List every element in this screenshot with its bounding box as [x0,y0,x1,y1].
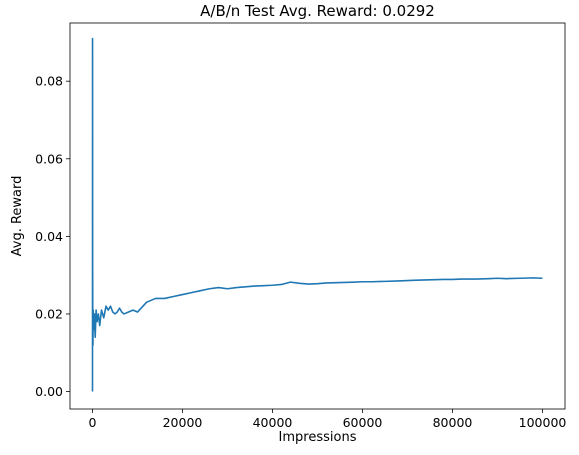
plot-frame [69,22,566,410]
y-tick-label: 0.08 [35,74,63,89]
y-axis-label: Avg. Reward [10,176,25,257]
chart-title: A/B/n Test Avg. Reward: 0.0292 [200,2,435,20]
y-tick-label: 0.04 [35,229,63,244]
x-tick-label: 80000 [433,415,473,430]
series-layer [91,37,543,392]
y-tick-label: 0.02 [35,306,63,321]
x-tick-label: 100000 [519,415,567,430]
y-tick-label: 0.06 [35,151,63,166]
x-tick-label: 60000 [343,415,383,430]
x-axis-label: Impressions [279,430,357,445]
x-tick-label: 20000 [163,415,203,430]
x-tick-label: 40000 [253,415,293,430]
x-axis: 0 20000 40000 60000 80000 100000 [89,409,567,430]
y-axis: 0.00 0.02 0.04 0.06 0.08 [35,74,70,399]
y-tick-label: 0.00 [35,384,63,399]
x-tick-label: 0 [89,415,97,430]
series-line-0 [91,37,543,392]
